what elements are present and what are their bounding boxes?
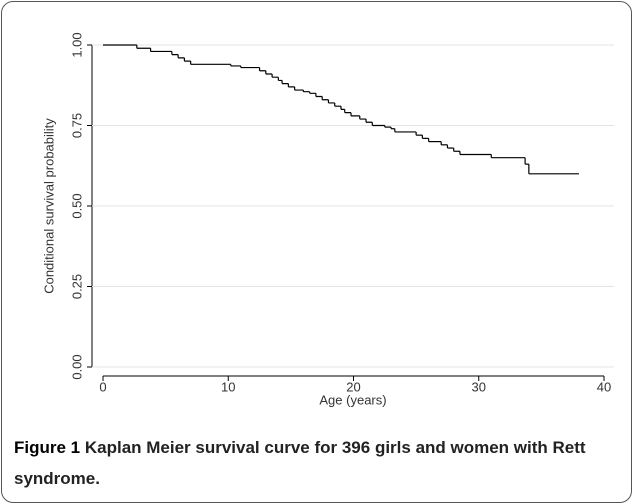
y-tick-label: 1.00	[69, 32, 84, 57]
x-tick-label: 40	[597, 379, 611, 394]
caption-text: Kaplan Meier survival curve for 396 girl…	[14, 438, 586, 488]
y-tick-label: 0.75	[69, 113, 84, 138]
x-axis-title: Age (years)	[319, 392, 386, 407]
y-tick-label: 0.25	[69, 274, 84, 299]
y-tick-label: 0.50	[69, 193, 84, 218]
x-tick-label: 30	[472, 379, 486, 394]
caption: Figure 1 Kaplan Meier survival curve for…	[14, 432, 614, 494]
chart: Age (years) Conditional survival probabi…	[41, 32, 614, 407]
caption-label: Figure 1	[14, 438, 81, 457]
y-axis-title: Conditional survival probability	[41, 118, 56, 294]
x-tick-label: 10	[221, 379, 235, 394]
x-tick-label: 20	[346, 379, 360, 394]
y-tick-label: 0.00	[69, 354, 84, 379]
x-tick-label: 0	[99, 379, 106, 394]
